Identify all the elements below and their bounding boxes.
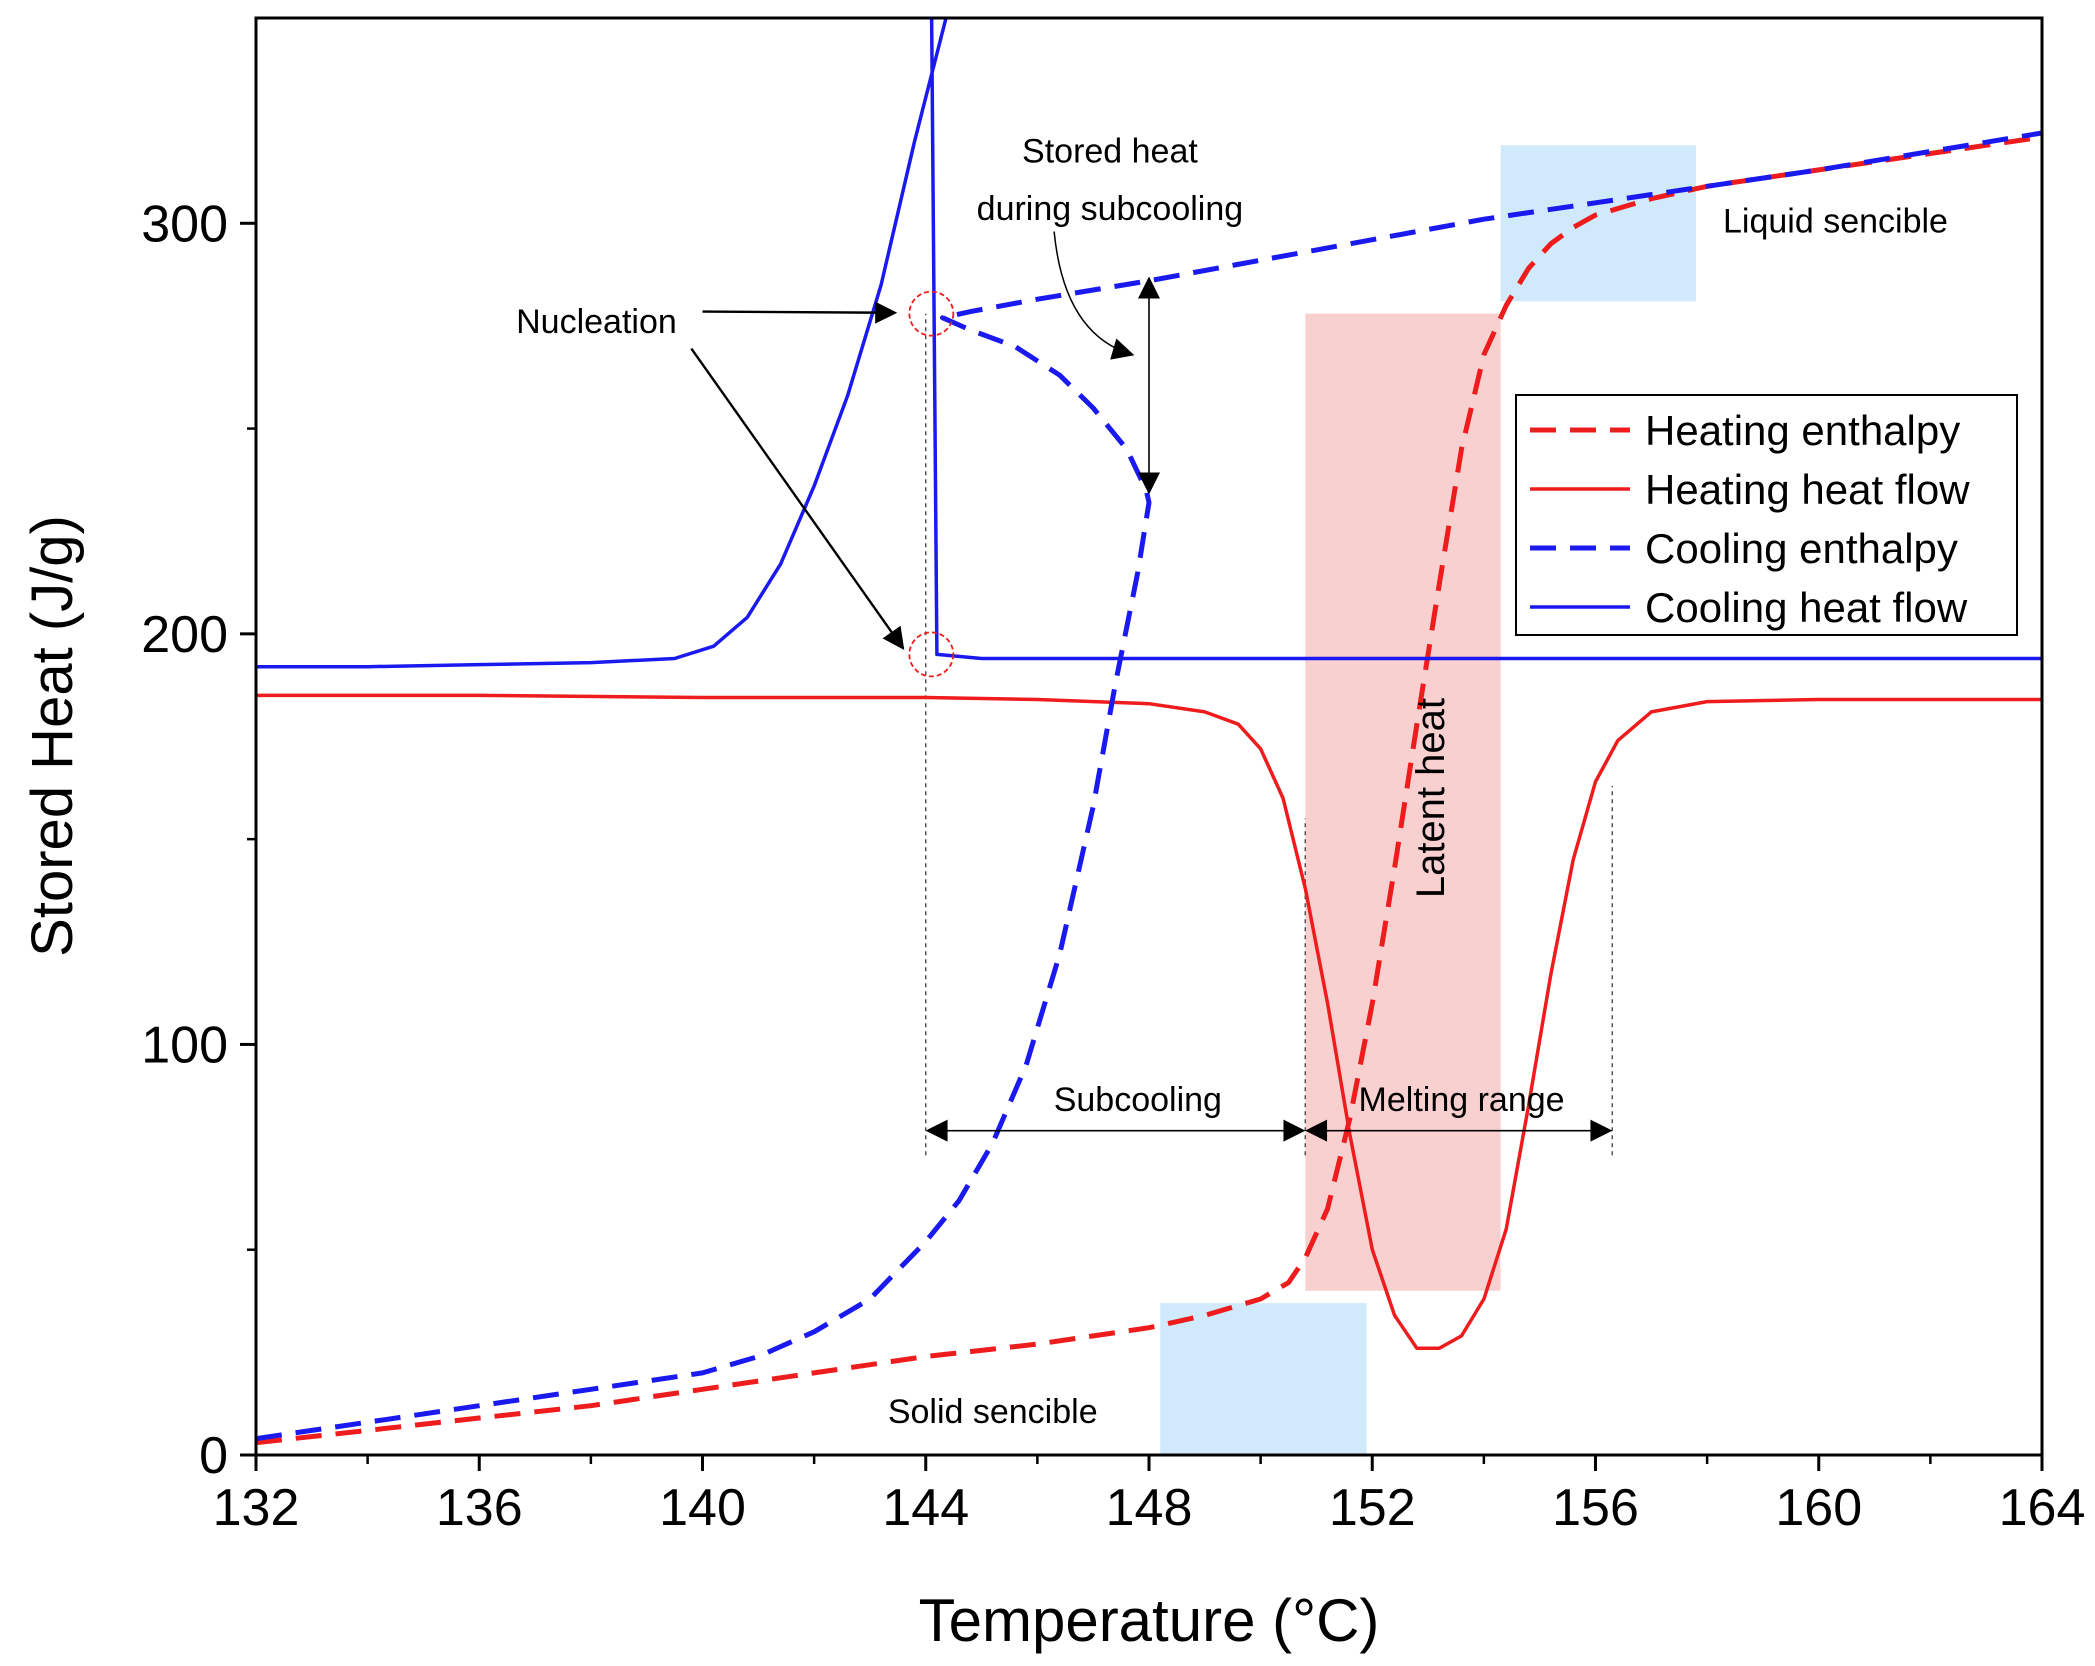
x-tick-label: 140 — [659, 1479, 746, 1537]
nucleation-arrow-upper — [702, 301, 898, 324]
x-tick-label: 132 — [213, 1479, 300, 1537]
annotation-melting-range: Melting range — [1359, 1081, 1565, 1119]
stored-heat-pointer — [1053, 231, 1135, 360]
legend-items: Heating enthalpy Heating heat flow Cooling… — [1530, 407, 1970, 631]
annotation-liquid-sencible: Liquid sencible — [1723, 202, 1948, 240]
legend-label: Cooling heat flow — [1645, 584, 1968, 631]
annotation-during-subcooling: during subcooling — [977, 190, 1244, 228]
region-solid-sencible — [1160, 1303, 1367, 1455]
nucleation-markers — [908, 290, 955, 678]
nucleation-marker-1 — [908, 631, 955, 678]
axis-ticks: 132 136 140 144 148 152 156 160 164 0 100 200 300 — [141, 195, 2085, 1537]
region-liquid-sencible — [1500, 145, 1696, 302]
legend-label: Heating heat flow — [1645, 466, 1970, 513]
x-tick-label: 144 — [882, 1479, 969, 1537]
series-heating-enthalpy — [256, 134, 2042, 1446]
series-heating-heat-flow — [256, 693, 2042, 1351]
y-tick-label: 200 — [141, 606, 228, 664]
annotation-solid-sencible: Solid sencible — [888, 1393, 1098, 1431]
annotations: Nucleation Stored heat during subcooling Su… — [516, 132, 1948, 1430]
nucleation-marker-0 — [908, 290, 955, 337]
x-tick-label: 164 — [1999, 1479, 2086, 1537]
legend-label: Cooling enthalpy — [1645, 525, 1958, 572]
data-series — [256, 18, 2042, 1446]
x-tick-label: 136 — [436, 1479, 523, 1537]
series-cooling-heat-flow — [256, 18, 2042, 669]
guide-lines — [925, 313, 1613, 1156]
series-cooling-enthalpy — [256, 130, 2042, 1442]
x-axis-label: Temperature (°C) — [919, 1587, 1380, 1654]
x-tick-label: 160 — [1775, 1479, 1862, 1537]
x-tick-label: 148 — [1106, 1479, 1193, 1537]
x-tick-label: 152 — [1329, 1479, 1416, 1537]
annotation-subcooling: Subcooling — [1054, 1081, 1222, 1119]
x-tick-label: 156 — [1552, 1479, 1639, 1537]
annotation-latent-heat: Latent heat — [1409, 698, 1453, 898]
y-tick-label: 100 — [141, 1016, 228, 1074]
y-axis-label: Stored Heat (J/g) — [20, 515, 85, 957]
y-tick-label: 300 — [141, 195, 228, 253]
legend-label: Heating enthalpy — [1645, 407, 1960, 454]
y-tick-label: 0 — [199, 1427, 228, 1485]
annotation-nucleation: Nucleation — [516, 303, 677, 341]
annotation-stored-heat: Stored heat — [1022, 132, 1198, 170]
legend: Heating enthalpy Heating heat flow Cooling… — [1515, 394, 2018, 636]
nucleation-arrow-lower — [690, 347, 905, 651]
legend-box — [1515, 394, 2018, 636]
